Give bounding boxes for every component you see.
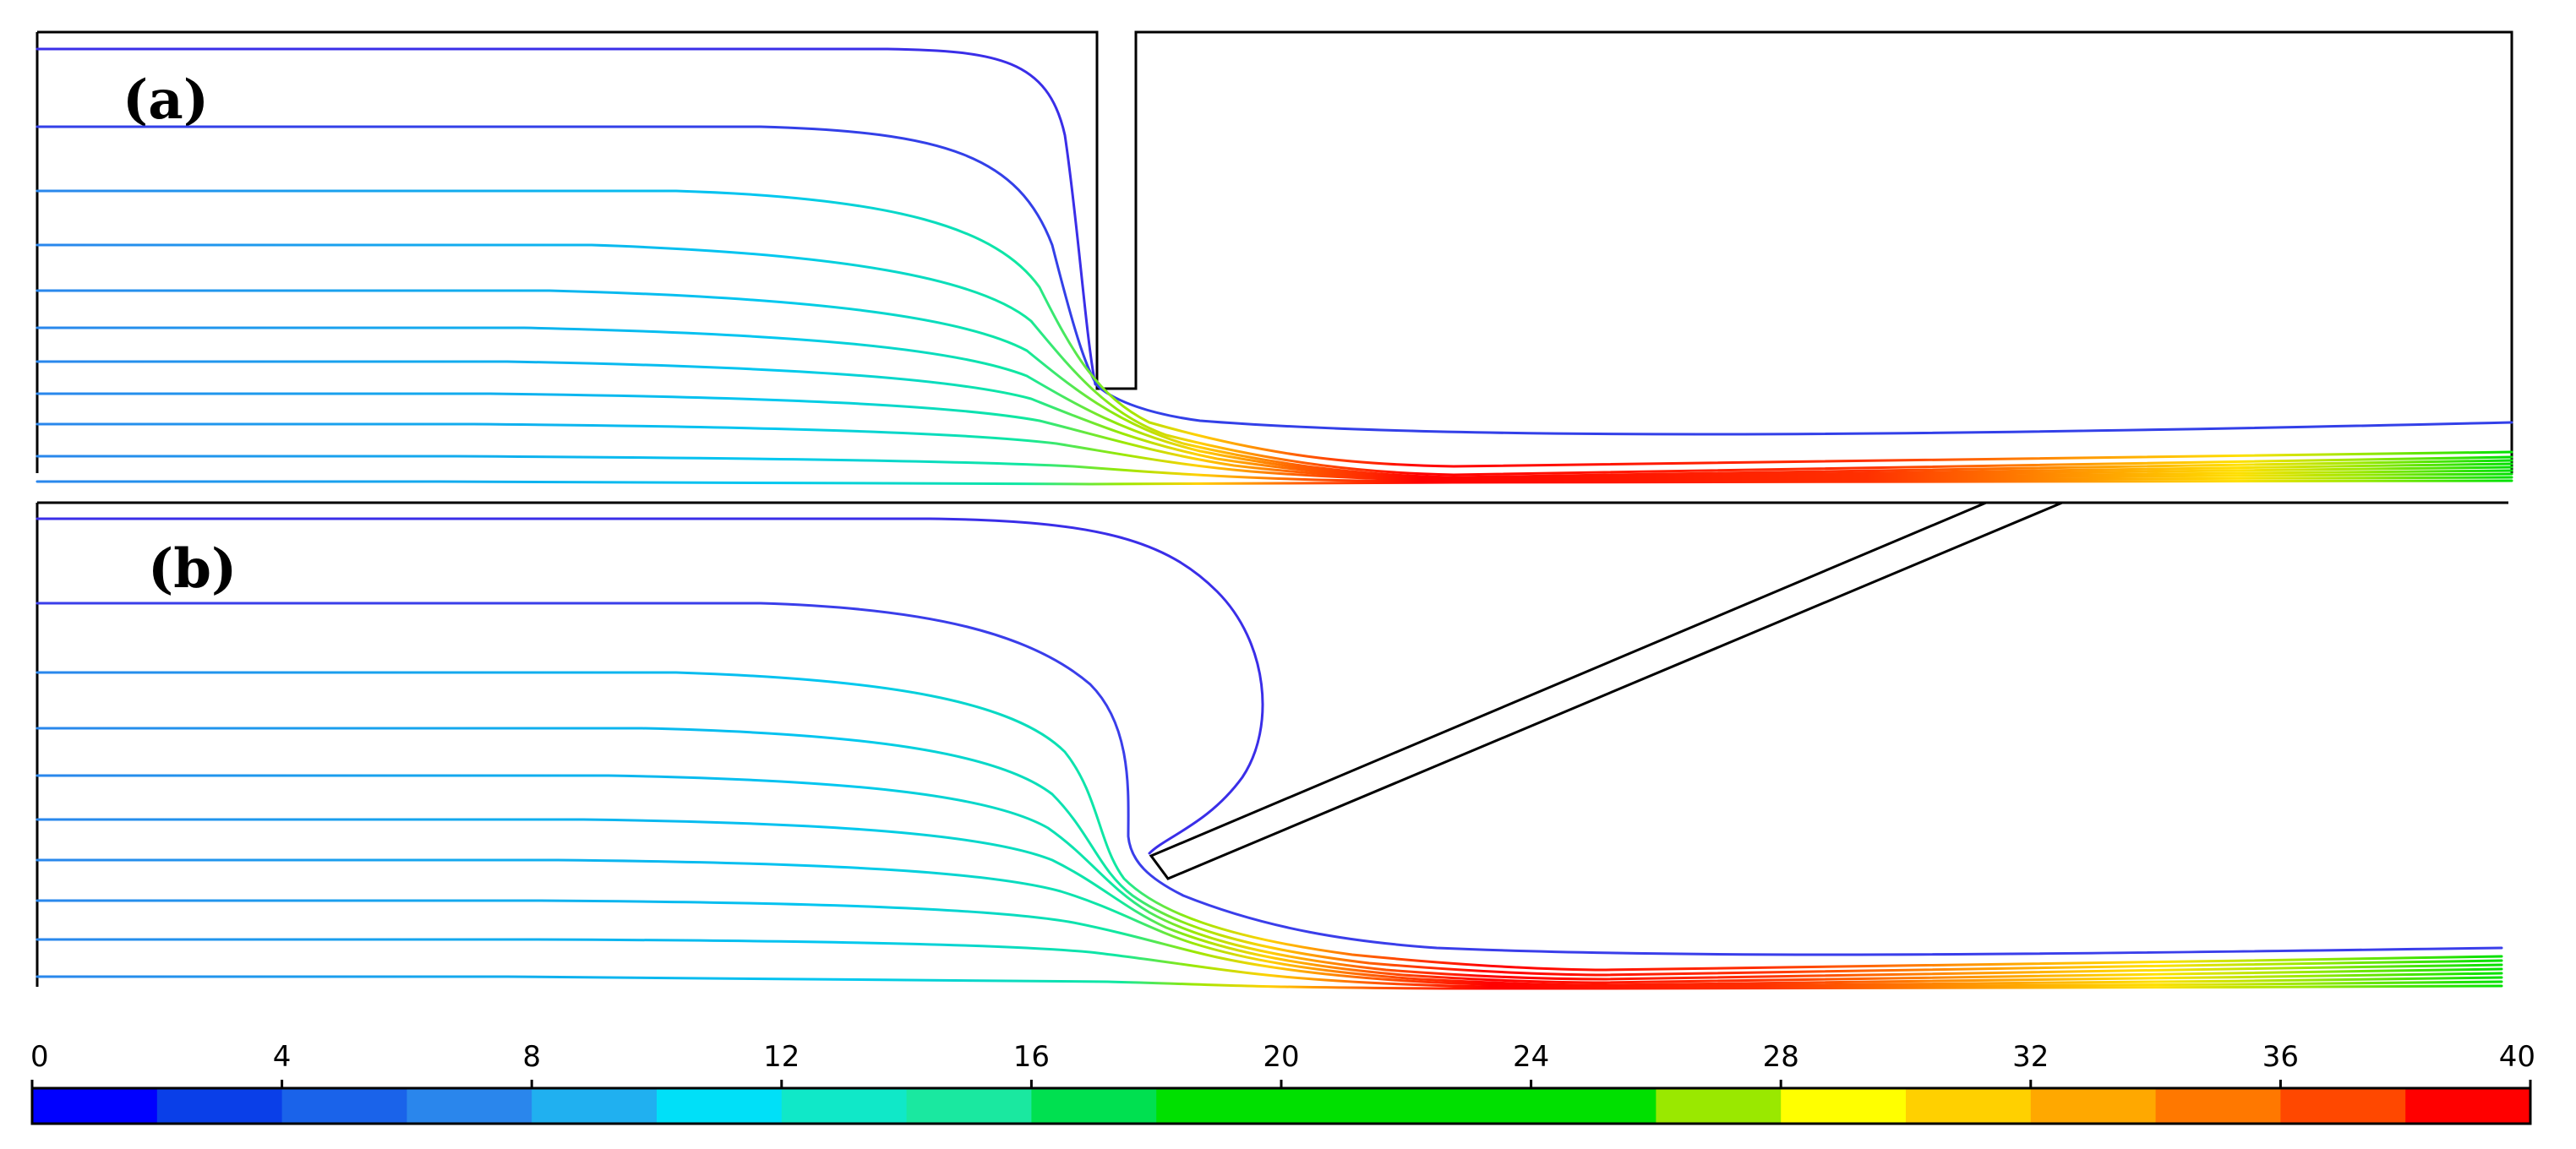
colorbar-swatch [1405,1088,1532,1124]
panel-b-walls [35,501,2508,987]
panel-a: (a) [35,30,2513,504]
panel-a-walls [35,30,2513,504]
colorbar-tick-labels: 0 4 8 12 16 20 24 28 32 36 40 [30,1040,2535,1074]
panel-a-streamline [35,455,2513,483]
colorbar-swatch [657,1088,783,1124]
colorbar-swatch [1906,1088,2032,1124]
colorbar-swatch [1531,1088,1656,1124]
colorbar-swatch [2030,1088,2157,1124]
colorbar-tick-label: 4 [273,1040,292,1074]
panel-a-streamline [35,422,2513,482]
panel-b-label: (b) [148,537,237,601]
panel-a-label: (a) [123,68,209,132]
panel-b-streamline [35,727,2503,977]
panel-a-streamline [35,360,2513,482]
colorbar-tick-label: 24 [1513,1040,1549,1074]
panel-b-streamline [35,774,2503,981]
colorbar-tick-label: 0 [30,1040,49,1074]
panel-b-inclined-plate [1149,501,2063,880]
colorbar-swatch [532,1088,658,1124]
panel-a-streamlines [35,47,2513,486]
panel-b-streamlines [35,517,2503,990]
panel-b-streamline [35,517,1264,855]
panel-a-streamline [35,289,2513,479]
panel-b-streamline [35,938,2503,989]
colorbar-swatch [1781,1088,1907,1124]
colorbar-swatch [2155,1088,2281,1124]
colorbar-swatch [32,1088,158,1124]
colorbar: 0 4 8 12 16 20 24 28 32 36 40 [30,1040,2535,1125]
colorbar-swatch [156,1088,283,1124]
panel-b-streamline [35,975,2503,990]
colorbar-swatch [781,1088,908,1124]
colorbar-tick-label: 32 [2012,1040,2049,1074]
panel-a-left-top-wall [37,30,2513,473]
panel-b-streamline [35,899,2503,988]
colorbar-tick-label: 40 [2499,1040,2535,1074]
colorbar-swatch [1281,1088,1407,1124]
panel-a-streamline [35,243,2513,476]
colorbar-tick-label: 16 [1013,1040,1050,1074]
panel-b: (b) [35,501,2508,990]
colorbar-tick-label: 8 [522,1040,541,1074]
colorbar-swatch [2405,1088,2531,1124]
colorbar-swatch [1031,1088,1157,1124]
panel-b-streamline [35,602,2503,956]
panel-a-streamline [35,47,1097,386]
colorbar-tick-label: 20 [1263,1040,1299,1074]
colorbar-tick-label: 12 [763,1040,800,1074]
panel-a-streamline [35,326,2513,481]
panel-a-streamline [35,125,2513,436]
colorbar-swatches [32,1088,2531,1124]
panel-a-streamline [35,392,2513,482]
colorbar-swatch [407,1088,532,1124]
colorbar-tick-label: 28 [1763,1040,1799,1074]
panel-b-streamline [35,671,2503,972]
colorbar-swatch [1656,1088,1782,1124]
colorbar-ticks [30,1080,2532,1088]
colorbar-swatch [1156,1088,1282,1124]
colorbar-swatch [906,1088,1032,1124]
colorbar-tick-label: 36 [2262,1040,2299,1074]
panel-b-streamline [35,818,2503,984]
colorbar-swatch [281,1088,407,1124]
colorbar-swatch [2280,1088,2406,1124]
panel-a-streamline [35,479,2513,486]
panel-b-streamline [35,858,2503,987]
